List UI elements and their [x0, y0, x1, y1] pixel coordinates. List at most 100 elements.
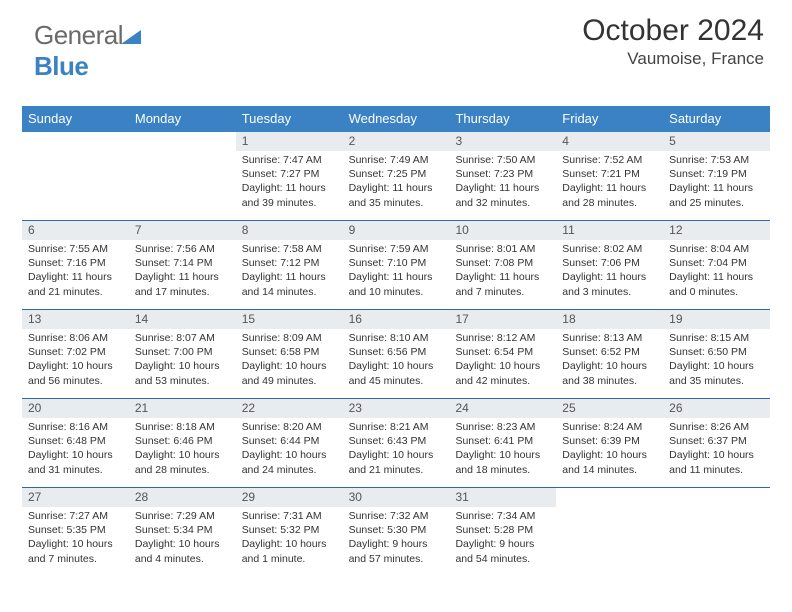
sunrise-text: Sunrise: 8:24 AM: [562, 420, 657, 434]
daylight-text: Daylight: 9 hours and 54 minutes.: [455, 537, 550, 565]
sunset-text: Sunset: 7:00 PM: [135, 345, 230, 359]
daylight-text: Daylight: 11 hours and 39 minutes.: [242, 181, 337, 209]
day-number: 8: [236, 221, 343, 240]
calendar-cell: 22Sunrise: 8:20 AMSunset: 6:44 PMDayligh…: [236, 399, 343, 487]
sunrise-text: Sunrise: 8:26 AM: [669, 420, 764, 434]
page-subtitle: Vaumoise, France: [582, 49, 764, 69]
sunset-text: Sunset: 7:19 PM: [669, 167, 764, 181]
calendar-cell: 11Sunrise: 8:02 AMSunset: 7:06 PMDayligh…: [556, 221, 663, 309]
sunrise-text: Sunrise: 7:34 AM: [455, 509, 550, 523]
calendar-cell: 15 Sunrise: 8:09 AMSunset: 6:58 PMDayligh…: [236, 310, 343, 398]
day-body: Sunrise: 7:59 AMSunset: 7:10 PMDaylight:…: [343, 242, 450, 299]
day-number: 13: [22, 310, 129, 329]
day-body: Sunrise: 8:23 AMSunset: 6:41 PMDaylight:…: [449, 420, 556, 477]
calendar-week: 20Sunrise: 8:16 AMSunset: 6:48 PMDayligh…: [22, 398, 770, 487]
calendar-day-header: Sunday Monday Tuesday Wednesday Thursday…: [22, 106, 770, 132]
sunrise-text: Sunrise: 8:04 AM: [669, 242, 764, 256]
daylight-text: Daylight: 11 hours and 14 minutes.: [242, 270, 337, 298]
sunrise-text: Sunrise: 7:53 AM: [669, 153, 764, 167]
day-number: 11: [556, 221, 663, 240]
daylight-text: Daylight: 10 hours and 1 minute.: [242, 537, 337, 565]
daylight-text: Daylight: 10 hours and 31 minutes.: [28, 448, 123, 476]
sunrise-text: Sunrise: 8:15 AM: [669, 331, 764, 345]
sunrise-text: Sunrise: 8:01 AM: [455, 242, 550, 256]
daylight-text: Daylight: 10 hours and 14 minutes.: [562, 448, 657, 476]
day-number: 27: [22, 488, 129, 507]
calendar-week: 6Sunrise: 7:55 AMSunset: 7:16 PMDaylight…: [22, 220, 770, 309]
calendar-cell: 26Sunrise: 8:26 AMSunset: 6:37 PMDayligh…: [663, 399, 770, 487]
sunrise-text: Sunrise: 7:32 AM: [349, 509, 444, 523]
sunrise-text: Sunrise: 7:52 AM: [562, 153, 657, 167]
sunrise-text: Sunrise: 8:12 AM: [455, 331, 550, 345]
sunset-text: Sunset: 6:37 PM: [669, 434, 764, 448]
sunset-text: Sunset: 7:08 PM: [455, 256, 550, 270]
day-number: 18: [556, 310, 663, 329]
sunset-text: Sunset: 5:28 PM: [455, 523, 550, 537]
day-number: 23: [343, 399, 450, 418]
dayhead-fri: Friday: [556, 106, 663, 132]
sunrise-text: Sunrise: 7:58 AM: [242, 242, 337, 256]
logo-text-2: Blue: [34, 51, 88, 81]
dayhead-sun: Sunday: [22, 106, 129, 132]
calendar-cell: 1Sunrise: 7:47 AMSunset: 7:27 PMDaylight…: [236, 132, 343, 220]
day-body: Sunrise: 7:29 AMSunset: 5:34 PMDaylight:…: [129, 509, 236, 566]
day-number: 25: [556, 399, 663, 418]
daylight-text: Daylight: 10 hours and 7 minutes.: [28, 537, 123, 565]
day-number: 10: [449, 221, 556, 240]
sunset-text: Sunset: 7:14 PM: [135, 256, 230, 270]
dayhead-thu: Thursday: [449, 106, 556, 132]
day-body: Sunrise: 7:52 AMSunset: 7:21 PMDaylight:…: [556, 153, 663, 210]
sunset-text: Sunset: 7:16 PM: [28, 256, 123, 270]
sunrise-text: Sunrise: 8:13 AM: [562, 331, 657, 345]
day-number: 28: [129, 488, 236, 507]
daylight-text: Daylight: 10 hours and 35 minutes.: [669, 359, 764, 387]
daylight-text: Daylight: 11 hours and 32 minutes.: [455, 181, 550, 209]
day-body: Sunrise: 7:34 AMSunset: 5:28 PMDaylight:…: [449, 509, 556, 566]
calendar-cell: 2Sunrise: 7:49 AMSunset: 7:25 PMDaylight…: [343, 132, 450, 220]
day-number: 31: [449, 488, 556, 507]
daylight-text: Daylight: 10 hours and 38 minutes.: [562, 359, 657, 387]
page: General Blue October 2024 Vaumoise, Fran…: [0, 0, 792, 612]
day-body: Sunrise: 8:06 AMSunset: 7:02 PMDaylight:…: [22, 331, 129, 388]
day-body: Sunrise: 8:16 AMSunset: 6:48 PMDaylight:…: [22, 420, 129, 477]
calendar-cell: 13 Sunrise: 8:06 AMSunset: 7:02 PMDayligh…: [22, 310, 129, 398]
daylight-text: Daylight: 11 hours and 3 minutes.: [562, 270, 657, 298]
daylight-text: Daylight: 10 hours and 4 minutes.: [135, 537, 230, 565]
daylight-text: Daylight: 10 hours and 21 minutes.: [349, 448, 444, 476]
calendar-week: 1Sunrise: 7:47 AMSunset: 7:27 PMDaylight…: [22, 132, 770, 220]
calendar-cell: 25 Sunrise: 8:24 AMSunset: 6:39 PMDayligh…: [556, 399, 663, 487]
day-body: Sunrise: 7:56 AMSunset: 7:14 PMDaylight:…: [129, 242, 236, 299]
day-body: Sunrise: 8:24 AMSunset: 6:39 PMDaylight:…: [556, 420, 663, 477]
day-body: Sunrise: 8:04 AMSunset: 7:04 PMDaylight:…: [663, 242, 770, 299]
sunset-text: Sunset: 7:02 PM: [28, 345, 123, 359]
sunrise-text: Sunrise: 7:49 AM: [349, 153, 444, 167]
calendar-cell: 24Sunrise: 8:23 AMSunset: 6:41 PMDayligh…: [449, 399, 556, 487]
day-body: Sunrise: 8:07 AMSunset: 7:00 PMDaylight:…: [129, 331, 236, 388]
calendar-cell: 14 Sunrise: 8:07 AMSunset: 7:00 PMDayligh…: [129, 310, 236, 398]
sunset-text: Sunset: 7:10 PM: [349, 256, 444, 270]
calendar-cell: 16Sunrise: 8:10 AMSunset: 6:56 PMDayligh…: [343, 310, 450, 398]
day-body: Sunrise: 8:09 AMSunset: 6:58 PMDaylight:…: [236, 331, 343, 388]
day-number: 1: [236, 132, 343, 151]
day-number: 14: [129, 310, 236, 329]
daylight-text: Daylight: 9 hours and 57 minutes.: [349, 537, 444, 565]
sunset-text: Sunset: 6:41 PM: [455, 434, 550, 448]
sunset-text: Sunset: 5:34 PM: [135, 523, 230, 537]
logo-triangle-icon: [121, 28, 143, 46]
day-number: 17: [449, 310, 556, 329]
sunrise-text: Sunrise: 8:02 AM: [562, 242, 657, 256]
daylight-text: Daylight: 10 hours and 28 minutes.: [135, 448, 230, 476]
calendar-cell: 17Sunrise: 8:12 AMSunset: 6:54 PMDayligh…: [449, 310, 556, 398]
day-number: 22: [236, 399, 343, 418]
calendar-cell: 19Sunrise: 8:15 AMSunset: 6:50 PMDayligh…: [663, 310, 770, 398]
day-number: 26: [663, 399, 770, 418]
sunrise-text: Sunrise: 8:09 AM: [242, 331, 337, 345]
calendar-cell: 27Sunrise: 7:27 AMSunset: 5:35 PMDayligh…: [22, 488, 129, 576]
sunrise-text: Sunrise: 7:55 AM: [28, 242, 123, 256]
dayhead-wed: Wednesday: [343, 106, 450, 132]
day-number: 15: [236, 310, 343, 329]
daylight-text: Daylight: 10 hours and 49 minutes.: [242, 359, 337, 387]
day-number: 3: [449, 132, 556, 151]
calendar-cell: 9Sunrise: 7:59 AMSunset: 7:10 PMDaylight…: [343, 221, 450, 309]
calendar-cell: 23Sunrise: 8:21 AMSunset: 6:43 PMDayligh…: [343, 399, 450, 487]
